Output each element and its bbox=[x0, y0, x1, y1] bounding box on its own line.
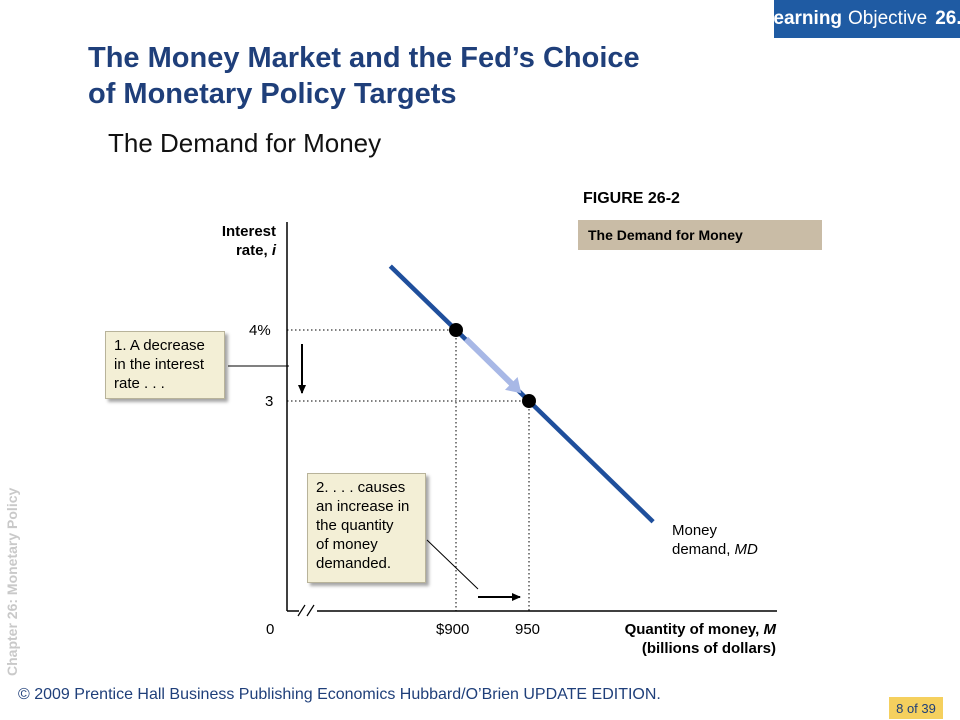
money-demand-label-line-1: Money bbox=[672, 522, 718, 539]
origin-label: 0 bbox=[266, 621, 275, 638]
slide-title: The Money Market and the Fed’s Choice of… bbox=[88, 40, 640, 112]
movement-arrow-head bbox=[504, 376, 522, 394]
y-axis-variable: i bbox=[271, 242, 276, 259]
callout-1-line-2: in the interest bbox=[114, 356, 205, 373]
slide-subtitle: The Demand for Money bbox=[108, 128, 382, 158]
x-tick-label-950: 950 bbox=[515, 621, 541, 638]
x-axis-label-line-1: Quantity of money, bbox=[624, 621, 764, 638]
y-axis-label: Interest rate, i bbox=[222, 222, 276, 260]
money-demand-label: Money demand, MD bbox=[672, 521, 758, 559]
movement-arrow-shaft bbox=[463, 336, 520, 392]
y-tick-label-3: 3 bbox=[265, 393, 274, 410]
money-demand-variable: MD bbox=[734, 541, 758, 558]
y-axis-label-line-2: rate, bbox=[235, 242, 272, 259]
x-axis-label: Quantity of money, M (billions of dollar… bbox=[625, 620, 776, 658]
callout-2-connector bbox=[426, 539, 479, 590]
money-demand-label-line-2: demand, bbox=[672, 541, 735, 558]
y-tick-label-4: 4% bbox=[249, 322, 271, 339]
axis-break bbox=[297, 604, 317, 618]
callout-increase-quantity: 2. . . . causes an increase in the quant… bbox=[307, 473, 426, 583]
money-demand-curve bbox=[388, 264, 655, 524]
banner-prefix: Learning bbox=[761, 8, 843, 29]
slide-title-line-2: of Monetary Policy Targets bbox=[88, 78, 457, 110]
callout-2-line-4: of money bbox=[316, 536, 378, 553]
figure-caption: The Demand for Money bbox=[578, 220, 822, 250]
figure-label: FIGURE 26-2 bbox=[583, 190, 680, 207]
banner-text: Objective bbox=[848, 8, 928, 29]
callout-1-line-3: rate . . . bbox=[114, 375, 165, 392]
guide-lines bbox=[287, 329, 530, 611]
callout-2-line-5: demanded. bbox=[316, 555, 392, 572]
callout-1-line-1: 1. A decrease bbox=[114, 337, 205, 354]
y-axis-label-line-1: Interest bbox=[221, 223, 276, 240]
movement-arrow bbox=[463, 336, 522, 394]
x-axis-label-line-2: (billions of dollars) bbox=[641, 640, 776, 657]
equilibrium-points bbox=[449, 323, 536, 408]
learning-objective-banner: Learning Objective 26.2 bbox=[762, 0, 960, 38]
footer-copyright: © 2009 Prentice Hall Business Publishing… bbox=[18, 686, 661, 703]
data-point-1 bbox=[522, 394, 536, 408]
slide-title-line-1: The Money Market and the Fed’s Choice bbox=[88, 42, 640, 74]
callout-2-line-2: an increase in bbox=[316, 498, 410, 515]
chapter-side-label: Chapter 26: Monetary Policy bbox=[4, 487, 20, 676]
callout-decrease-interest: 1. A decrease in the interest rate . . . bbox=[105, 331, 225, 399]
callout-2-line-1: 2. . . . causes bbox=[316, 479, 406, 496]
data-point-0 bbox=[449, 323, 463, 337]
x-tick-label-900: $900 bbox=[436, 621, 470, 638]
x-axis-variable: M bbox=[763, 621, 777, 638]
banner-number: 26.2 bbox=[935, 8, 960, 29]
callout-2-line-3: the quantity bbox=[316, 517, 394, 534]
page-number: 8 of 39 bbox=[889, 697, 943, 719]
